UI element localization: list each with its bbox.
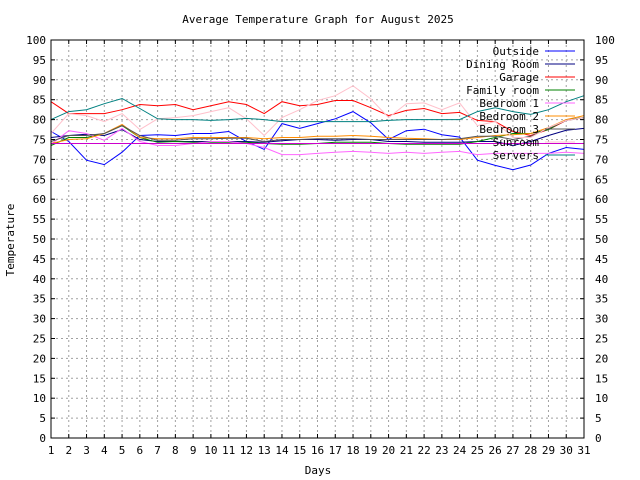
x-tick-label: 18 — [346, 444, 359, 457]
y-tick-label-left: 35 — [33, 293, 46, 306]
legend-label: Sunroom — [493, 136, 540, 149]
legend-label: Garage — [499, 71, 539, 84]
x-tick-label: 28 — [524, 444, 537, 457]
series-line — [50, 95, 585, 123]
x-tick-label: 30 — [560, 444, 573, 457]
x-tick-label: 31 — [577, 444, 590, 457]
x-tick-label: 11 — [222, 444, 235, 457]
series-lines — [50, 85, 585, 171]
y-tick-label-left: 30 — [33, 313, 46, 326]
legend-label: Dining Room — [466, 58, 539, 71]
x-tick-label: 7 — [154, 444, 161, 457]
y-tick-label-right: 100 — [595, 34, 615, 47]
y-tick-label-left: 90 — [33, 74, 46, 87]
y-tick-label-right: 10 — [595, 392, 608, 405]
x-tick-label: 10 — [204, 444, 217, 457]
y-tick-label-right: 95 — [595, 54, 608, 67]
x-tick-label: 26 — [489, 444, 502, 457]
y-tick-label-right: 0 — [595, 432, 602, 445]
y-tick-label-right: 55 — [595, 213, 608, 226]
y-tick-label-right: 65 — [595, 173, 608, 186]
y-tick-label-left: 50 — [33, 233, 46, 246]
legend-label: Bedroom 3 — [479, 123, 539, 136]
grid — [51, 40, 584, 438]
x-tick-label: 8 — [172, 444, 179, 457]
x-tick-label: 29 — [542, 444, 555, 457]
y-tick-label-left: 75 — [33, 134, 46, 147]
y-tick-label-right: 20 — [595, 352, 608, 365]
y-tick-label-left: 60 — [33, 193, 46, 206]
legend-label: Outside — [493, 45, 539, 58]
y-tick-label-left: 100 — [26, 34, 46, 47]
y-tick-label-left: 80 — [33, 114, 46, 127]
y-tick-label-right: 25 — [595, 333, 608, 346]
x-tick-label: 24 — [453, 444, 467, 457]
y-tick-label-right: 50 — [595, 233, 608, 246]
x-tick-label: 13 — [258, 444, 271, 457]
x-tick-label: 14 — [275, 444, 289, 457]
y-tick-label-left: 40 — [33, 273, 46, 286]
x-tick-label: 5 — [119, 444, 126, 457]
x-tick-label: 15 — [293, 444, 306, 457]
y-tick-label-right: 60 — [595, 193, 608, 206]
y-tick-label-left: 65 — [33, 173, 46, 186]
y-tick-label-right: 75 — [595, 134, 608, 147]
x-tick-label: 12 — [240, 444, 253, 457]
series-line — [50, 115, 585, 144]
legend-label: Servers — [493, 149, 539, 162]
y-tick-label-right: 45 — [595, 253, 608, 266]
y-tick-label-left: 0 — [39, 432, 46, 445]
y-tick-label-left: 70 — [33, 153, 46, 166]
legend-label: Bedroom 1 — [479, 97, 539, 110]
y-tick-label-right: 15 — [595, 372, 608, 385]
series-line — [50, 117, 585, 143]
x-tick-label: 19 — [364, 444, 377, 457]
x-tick-label: 23 — [435, 444, 448, 457]
x-tick-label: 22 — [417, 444, 430, 457]
y-tick-label-right: 35 — [595, 293, 608, 306]
x-tick-label: 3 — [83, 444, 90, 457]
legend-label: Bedroom 2 — [479, 110, 539, 123]
y-tick-label-right: 85 — [595, 94, 608, 107]
x-tick-label: 17 — [329, 444, 342, 457]
x-tick-label: 9 — [190, 444, 197, 457]
x-tick-label: 20 — [382, 444, 395, 457]
y-tick-label-right: 40 — [595, 273, 608, 286]
y-tick-label-left: 20 — [33, 352, 46, 365]
y-tick-label-left: 10 — [33, 392, 46, 405]
x-tick-label: 2 — [65, 444, 72, 457]
y-tick-label-right: 30 — [595, 313, 608, 326]
y-tick-label-right: 80 — [595, 114, 608, 127]
y-tick-label-left: 55 — [33, 213, 46, 226]
y-tick-label-left: 5 — [39, 412, 46, 425]
series-line — [50, 127, 585, 147]
x-tick-label: 21 — [400, 444, 413, 457]
x-tick-label: 6 — [137, 444, 144, 457]
x-tick-label: 27 — [506, 444, 519, 457]
y-tick-label-left: 85 — [33, 94, 46, 107]
y-tick-label-right: 5 — [595, 412, 602, 425]
series-line — [50, 127, 585, 156]
x-tick-label: 1 — [48, 444, 55, 457]
x-axis-label: Days — [305, 464, 332, 477]
chart-title: Average Temperature Graph for August 202… — [182, 13, 454, 26]
y-tick-label-left: 15 — [33, 372, 46, 385]
y-tick-label-left: 95 — [33, 54, 46, 67]
legend-label: Family room — [466, 84, 539, 97]
x-tick-label: 16 — [311, 444, 324, 457]
x-tick-label: 4 — [101, 444, 108, 457]
y-tick-label-left: 45 — [33, 253, 46, 266]
series-line — [50, 85, 585, 138]
x-tick-label: 25 — [471, 444, 484, 457]
y-tick-label-right: 90 — [595, 74, 608, 87]
y-axis-label: Temperature — [4, 204, 17, 277]
y-tick-label-right: 70 — [595, 153, 608, 166]
y-tick-label-left: 25 — [33, 333, 46, 346]
